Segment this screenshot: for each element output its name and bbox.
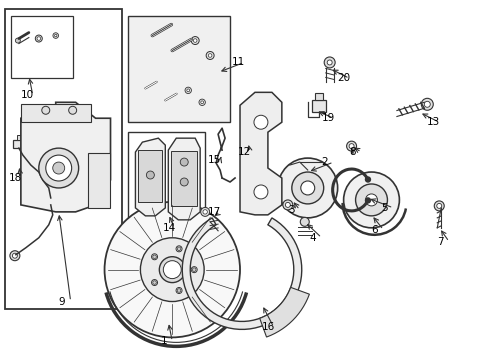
Bar <box>128 15 229 122</box>
Circle shape <box>285 202 290 207</box>
Bar <box>21 104 90 122</box>
Circle shape <box>300 217 308 226</box>
Text: 20: 20 <box>337 73 350 84</box>
Polygon shape <box>259 287 309 337</box>
Polygon shape <box>135 138 165 216</box>
Circle shape <box>365 194 377 206</box>
Circle shape <box>39 148 79 188</box>
Text: 3: 3 <box>287 205 294 215</box>
Circle shape <box>104 202 240 337</box>
Circle shape <box>424 101 429 107</box>
Circle shape <box>140 238 203 302</box>
Text: 4: 4 <box>309 233 316 243</box>
Polygon shape <box>168 138 200 220</box>
Circle shape <box>200 207 209 216</box>
Circle shape <box>12 253 18 258</box>
Circle shape <box>365 198 370 203</box>
Circle shape <box>346 141 356 151</box>
Text: 19: 19 <box>321 113 334 123</box>
Bar <box>314 93 322 100</box>
Circle shape <box>46 155 72 181</box>
Circle shape <box>55 34 57 37</box>
Circle shape <box>176 246 182 252</box>
Circle shape <box>191 267 197 273</box>
Circle shape <box>191 37 199 45</box>
Bar <box>128 132 205 218</box>
Bar <box>47 197 55 205</box>
Circle shape <box>343 172 399 228</box>
Circle shape <box>365 177 370 182</box>
Circle shape <box>201 101 203 104</box>
Circle shape <box>152 281 156 284</box>
Bar <box>11 15 73 78</box>
Polygon shape <box>21 102 110 212</box>
Text: 17: 17 <box>208 207 221 217</box>
Circle shape <box>206 51 214 59</box>
Text: 7: 7 <box>436 237 443 247</box>
Circle shape <box>180 158 188 166</box>
Text: 18: 18 <box>9 173 22 183</box>
Bar <box>17 135 22 140</box>
Circle shape <box>15 38 20 43</box>
Circle shape <box>68 106 77 114</box>
Circle shape <box>180 178 188 186</box>
Circle shape <box>253 115 267 129</box>
Circle shape <box>151 254 157 260</box>
Circle shape <box>37 37 41 40</box>
Text: 11: 11 <box>232 58 245 67</box>
Circle shape <box>421 98 432 110</box>
Text: 13: 13 <box>427 117 440 127</box>
Text: 6: 6 <box>371 225 377 235</box>
Circle shape <box>53 162 64 174</box>
Circle shape <box>348 144 353 149</box>
Circle shape <box>355 184 386 216</box>
Bar <box>13 140 25 148</box>
Circle shape <box>163 261 181 279</box>
Circle shape <box>176 288 182 293</box>
Bar <box>311 100 325 112</box>
Bar <box>87 153 109 208</box>
Circle shape <box>41 106 50 114</box>
Polygon shape <box>240 92 281 215</box>
Circle shape <box>291 172 323 204</box>
Circle shape <box>10 251 20 261</box>
Circle shape <box>433 201 443 211</box>
Circle shape <box>300 181 314 195</box>
Circle shape <box>193 39 197 42</box>
Circle shape <box>324 57 334 68</box>
Circle shape <box>282 200 292 210</box>
Circle shape <box>326 60 331 65</box>
Circle shape <box>184 87 191 94</box>
Circle shape <box>53 33 59 39</box>
Circle shape <box>208 54 211 57</box>
Text: 9: 9 <box>59 297 65 306</box>
Circle shape <box>151 280 157 285</box>
Circle shape <box>159 257 185 283</box>
Circle shape <box>192 268 196 271</box>
Text: 16: 16 <box>262 323 275 332</box>
Circle shape <box>152 255 156 258</box>
Circle shape <box>146 171 154 179</box>
Bar <box>5 9 122 310</box>
Text: 10: 10 <box>21 90 34 100</box>
Circle shape <box>35 35 42 42</box>
Text: 2: 2 <box>321 157 327 167</box>
Circle shape <box>203 210 207 214</box>
Text: 15: 15 <box>208 155 221 165</box>
Bar <box>171 151 197 206</box>
Text: 5: 5 <box>381 203 387 213</box>
Circle shape <box>199 99 205 105</box>
Circle shape <box>186 89 189 92</box>
Circle shape <box>177 289 181 292</box>
Circle shape <box>177 247 181 251</box>
Polygon shape <box>182 218 301 329</box>
Text: 12: 12 <box>238 147 251 157</box>
Text: 14: 14 <box>162 223 175 233</box>
Text: 1: 1 <box>160 336 166 346</box>
Text: 8: 8 <box>349 147 355 157</box>
Circle shape <box>436 203 441 208</box>
Circle shape <box>253 185 267 199</box>
Bar <box>138 150 162 202</box>
Circle shape <box>277 158 337 218</box>
